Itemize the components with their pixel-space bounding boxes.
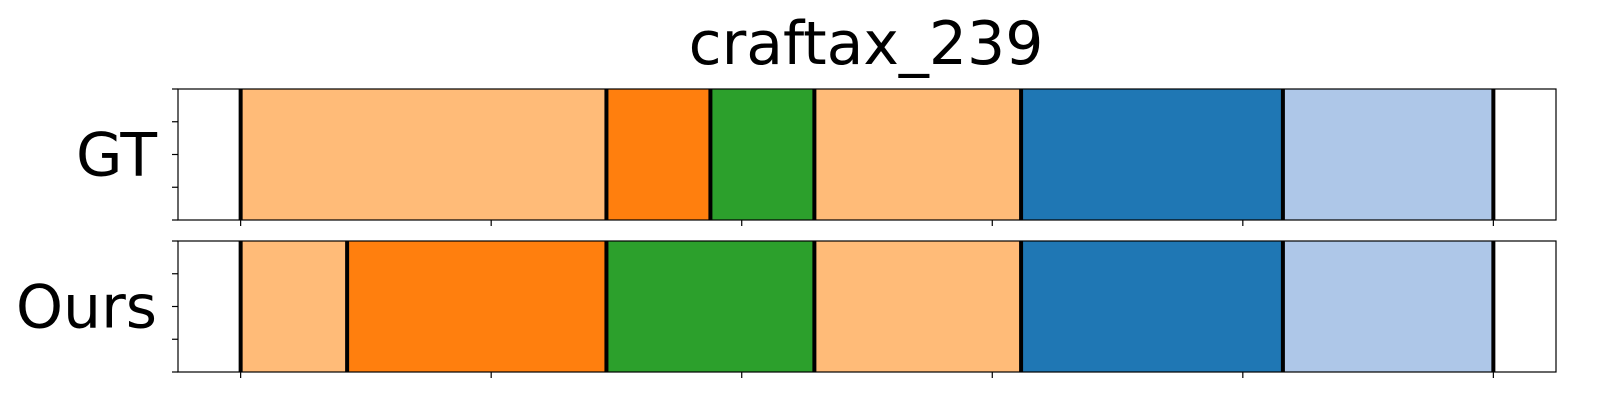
segment-gt-1 — [606, 89, 711, 220]
segment-ours-5 — [1282, 241, 1494, 372]
segment-gt-0 — [240, 89, 607, 220]
segment-ours-0 — [240, 241, 348, 372]
segment-ours-2 — [606, 241, 815, 372]
segment-ours-1 — [347, 241, 607, 372]
row-gt: GT — [76, 88, 1557, 226]
segment-gt-5 — [1282, 89, 1494, 220]
segment-ours-3 — [814, 241, 1022, 372]
segment-gt-3 — [814, 89, 1022, 220]
chart-title: craftax_239 — [689, 9, 1044, 79]
segment-gt-2 — [710, 89, 815, 220]
segment-gt-4 — [1021, 89, 1283, 220]
rows-group: GT Ours — [16, 88, 1557, 378]
row-ours: Ours — [16, 240, 1557, 378]
row-label-gt: GT — [76, 121, 157, 191]
segment-ours-4 — [1021, 241, 1283, 372]
row-label-ours: Ours — [16, 273, 157, 343]
